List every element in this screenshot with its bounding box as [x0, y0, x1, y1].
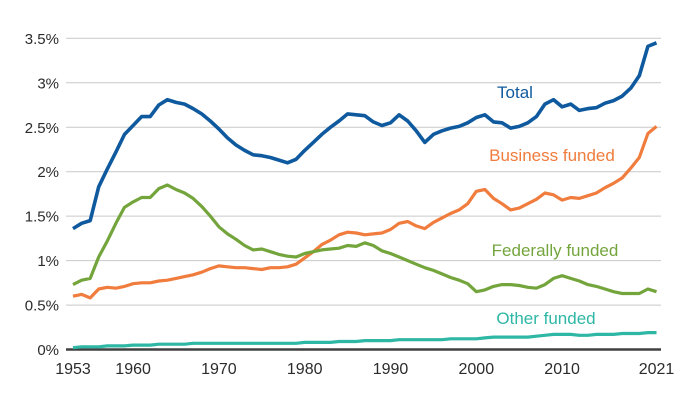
x-tick-label: 2021 [639, 361, 675, 378]
series-line-total [72, 41, 658, 231]
y-tick-label: 2.5% [25, 120, 59, 137]
series-label-federally-funded: Federally funded [492, 241, 619, 260]
x-tick-label: 2000 [459, 361, 495, 378]
series-label-other-funded: Other funded [496, 309, 595, 328]
x-tick-label: 1960 [115, 361, 151, 378]
y-tick-label: 3.5% [25, 31, 59, 48]
y-tick-label: 0.5% [25, 298, 59, 315]
y-tick-label: 0% [37, 342, 59, 359]
series-line-business-funded [72, 125, 658, 300]
series-label-total: Total [497, 83, 533, 102]
y-tick-label: 3% [37, 75, 59, 92]
x-tick-label: 1970 [201, 361, 237, 378]
y-tick-label: 1.5% [25, 209, 59, 226]
series-line-federally-funded [72, 183, 657, 296]
y-tick-label: 2% [37, 164, 59, 181]
x-tick-label: 1980 [287, 361, 323, 378]
series-label-business-funded: Business funded [489, 146, 615, 165]
y-tick-label: 1% [37, 253, 59, 270]
x-tick-label: 1990 [373, 361, 409, 378]
x-tick-label: 1953 [55, 361, 91, 378]
series-line-other-funded [72, 331, 657, 350]
x-tick-label: 2010 [544, 361, 580, 378]
